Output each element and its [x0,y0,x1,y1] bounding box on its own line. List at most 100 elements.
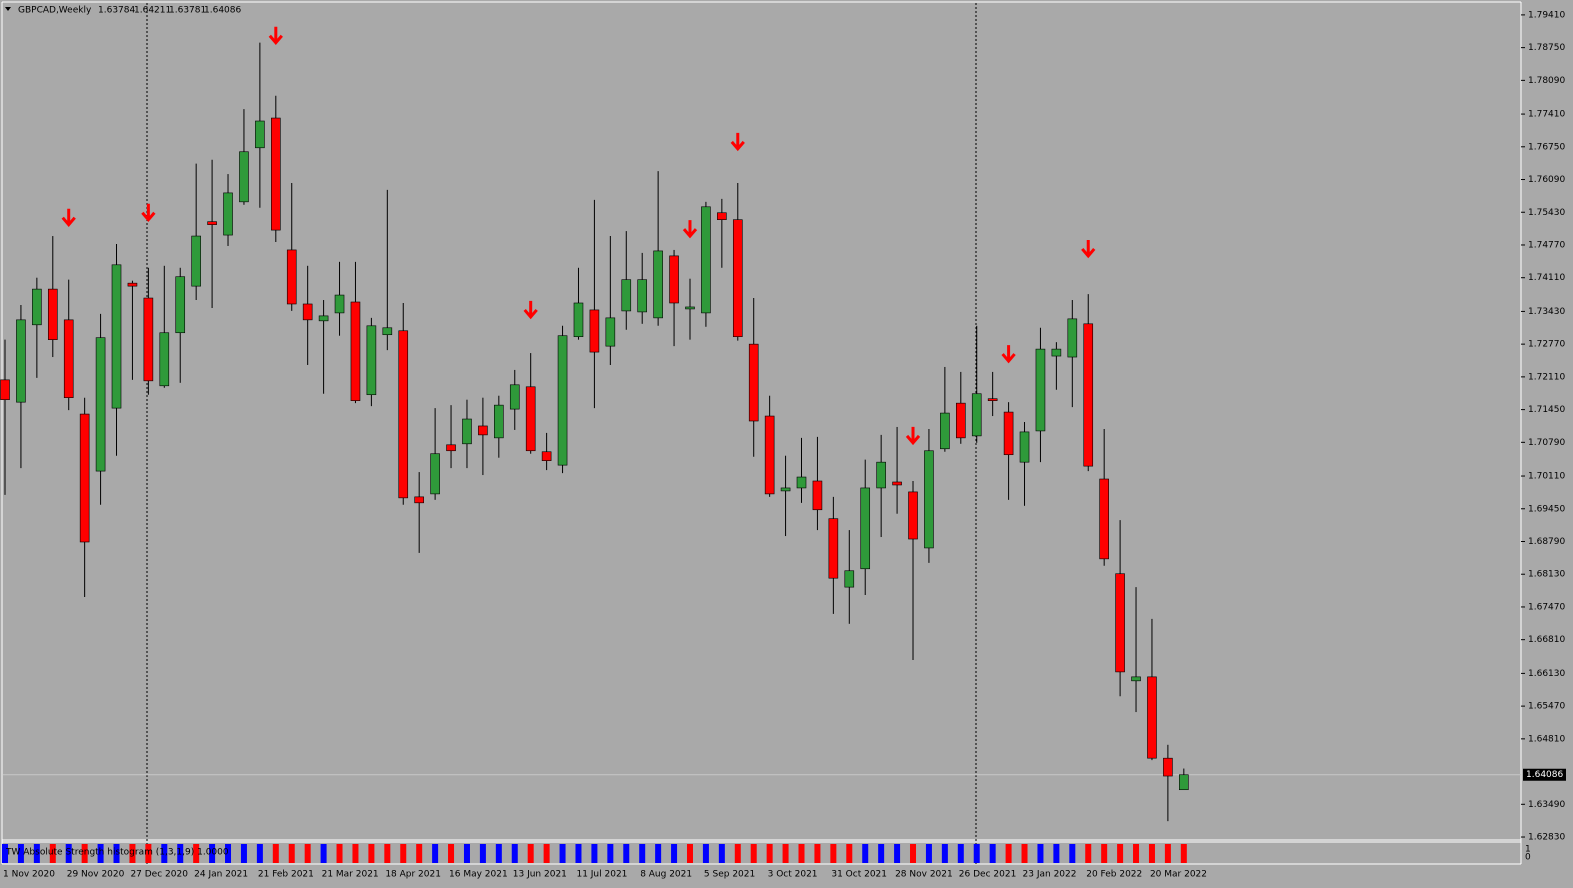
candle-body [876,461,886,489]
candle-body [509,384,520,410]
histogram-bar [543,844,550,863]
candle-body [1003,411,1014,456]
candle-body [541,451,552,461]
histogram-bar [878,844,885,863]
y-tick-label: 1.73430 [1528,307,1565,317]
histogram-bar [384,844,391,863]
candle-body [95,337,106,472]
histogram-bar [336,844,343,863]
histogram-bar [479,844,486,863]
candle-body [892,481,902,486]
x-tick-label: 13 Jun 2021 [513,870,567,880]
candle-body [1115,573,1125,673]
histogram-bar [113,844,120,863]
histogram-bar [1148,844,1155,863]
y-tick-label: 1.70110 [1528,472,1565,482]
histogram-bar [559,844,566,863]
histogram-bar [432,844,439,863]
histogram-bar [1133,844,1140,863]
histogram-bar [1069,844,1076,863]
candle-body [1163,757,1173,777]
histogram-bar [33,844,40,863]
y-tick-label: 1.79410 [1528,10,1565,20]
histogram-bar [941,844,948,863]
candle-body [398,330,409,499]
candle-body [828,518,839,579]
histogram-bar [702,844,709,863]
candle-body [0,379,10,400]
x-tick-label: 5 Sep 2021 [704,870,755,880]
y-tick-label: 1.78090 [1528,76,1565,86]
x-tick-label: 28 Nov 2021 [895,870,953,880]
y-tick-label: 1.64810 [1528,734,1565,744]
y-tick-label: 1.65470 [1528,702,1565,712]
histogram-bar [1037,844,1044,863]
indicator-title: TW Absolute Strength histogram (1,3,1,9)… [5,848,229,858]
x-tick-label: 27 Dec 2020 [130,870,188,880]
candle-body [478,425,488,436]
signal-arrow [730,132,745,152]
indicator-tick-label: 1 [1525,845,1531,855]
histogram-bar [256,844,263,863]
candle-body [175,276,186,334]
histogram-bar [750,844,757,863]
y-tick-label: 1.72770 [1528,340,1565,350]
x-tick-label: 16 May 2021 [449,870,508,880]
y-tick-label: 1.78750 [1528,43,1565,53]
candle-body [717,212,727,220]
last-high: 1.64211 [134,6,171,16]
histogram-bar [1180,844,1187,863]
candle-body [1019,431,1030,463]
x-tick-label: 21 Mar 2021 [322,870,379,880]
histogram-bar [416,844,423,863]
signal-arrow [523,300,538,320]
last-open: 1.63784 [98,6,135,16]
last-low: 1.63781 [169,6,206,16]
signal-arrow [1081,239,1096,259]
candle-body [239,151,249,203]
y-tick-label: 1.68790 [1528,537,1565,547]
signal-arrow [682,220,698,239]
candle-body [32,288,42,326]
candle-body [255,120,265,149]
histogram-bar [193,844,200,863]
menu-triangle[interactable] [5,7,11,11]
histogram-bar [463,844,470,863]
y-tick-label: 1.72110 [1528,372,1565,382]
candle-body [557,335,568,466]
histogram-bar [655,844,662,863]
candle-body [286,249,297,305]
candle-body [812,480,823,511]
candle-body [1099,478,1109,560]
histogram-bar [894,844,901,863]
signal-arrow [1001,345,1016,364]
candle-body [318,315,329,322]
y-tick-label: 1.74770 [1528,240,1565,250]
candle-body [971,393,982,437]
candle-body [494,404,504,439]
candle-body [525,386,536,452]
histogram-bar [2,844,8,863]
candle-body [1147,676,1157,759]
candle-body [334,294,345,314]
y-tick-label: 1.66130 [1528,669,1565,679]
candle-body [63,319,74,398]
candle-body [111,264,122,409]
histogram-bar [129,844,136,863]
indicator-tick-label: 0 [1525,853,1531,863]
candle-body [764,415,775,495]
histogram-bar [304,844,311,863]
signal-arrow [141,203,156,223]
candle-body [159,332,170,387]
histogram-bar [225,844,232,863]
candle-body [1179,774,1189,791]
x-tick-label: 21 Feb 2021 [258,870,314,880]
histogram-bar [1053,844,1060,863]
y-tick-label: 1.76750 [1528,142,1565,152]
x-tick-label: 3 Oct 2021 [768,870,818,880]
last-close: 1.64086 [204,6,241,16]
histogram-bar [798,844,805,863]
y-tick-label: 1.69450 [1528,504,1565,514]
candle-body [685,306,695,310]
candle-body [1051,348,1062,357]
